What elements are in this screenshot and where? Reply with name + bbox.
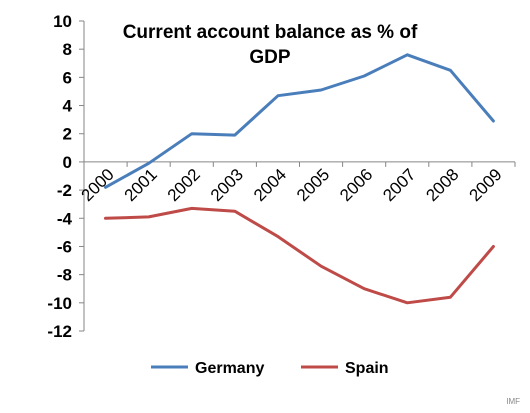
y-axis: 10 8 6 4 2 0 -2 -4 -6 -8 -10 -12 [47,12,85,341]
x-tick-label: 2006 [336,165,376,205]
legend-label-spain: Spain [345,360,389,377]
x-tick-label: 2002 [164,165,204,205]
y-tick-label: -6 [57,237,72,256]
chart-title-line2: GDP [249,47,291,68]
y-tick-label: 10 [53,12,72,31]
series-line-spain [104,206,495,305]
x-tick-label: 2005 [293,165,333,205]
x-tick-label: 2001 [121,165,161,205]
x-tick-label: 2009 [465,165,505,205]
y-tick-label: 2 [63,125,72,144]
y-tick-label: 8 [63,40,72,59]
legend: Germany Spain [151,360,389,377]
x-axis: 2000 2001 2002 2003 2004 2005 2006 2007 2008 2009 [78,161,516,205]
series-line-germany [104,53,495,189]
y-tick-label: -2 [57,181,72,200]
y-tick-label: -8 [57,266,72,285]
y-tick-label: 0 [63,153,72,172]
source-note: IMF [506,397,520,406]
y-tick-label: -4 [57,209,73,228]
x-tick-label: 2007 [379,165,419,205]
x-tick-label: 2003 [207,165,247,205]
y-tick-label: 6 [63,68,72,87]
x-tick-label: 2008 [422,165,462,205]
y-tick-label: -12 [47,322,72,341]
y-tick-label: 4 [63,97,73,116]
y-tick-label: -10 [47,294,72,313]
x-tick-label: 2004 [250,165,290,205]
chart-title-line1: Current account balance as % of [123,22,418,43]
series-layer [104,53,495,305]
legend-label-germany: Germany [195,360,264,377]
